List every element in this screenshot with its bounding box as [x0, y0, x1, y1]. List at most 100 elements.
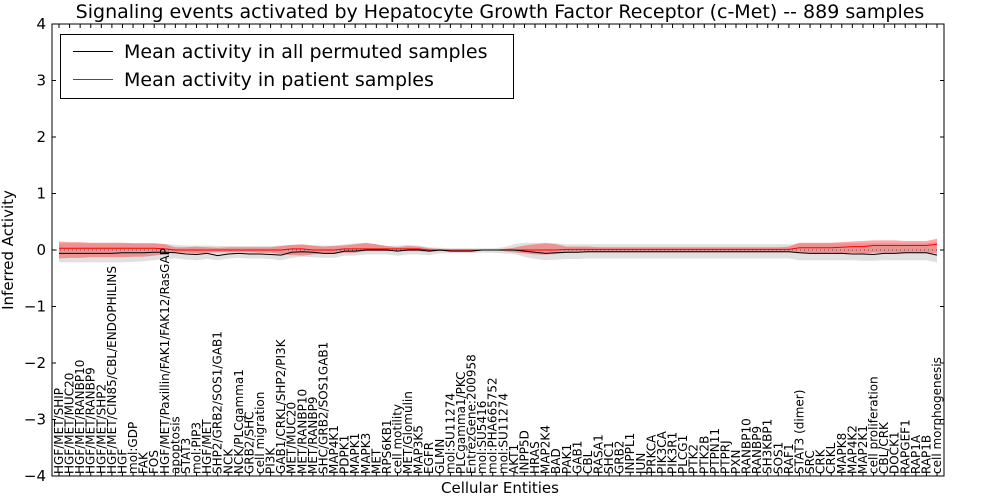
y-tick-label: −1 [24, 298, 46, 316]
x-tick-label: MAP4K1 [327, 425, 341, 474]
x-tick-label: HGF [116, 449, 130, 474]
legend-swatch-patient [73, 79, 113, 80]
y-tick-label: 4 [36, 15, 46, 33]
x-tick-label: MET/RANBP9 [306, 397, 320, 474]
x-tick-label: MET [369, 448, 383, 474]
x-tick-label: cell migration [253, 392, 267, 474]
x-tick-label: STAT3 (dimer) [793, 390, 807, 474]
x-tick-label: mol:GDP [126, 422, 140, 474]
x-tick-label: MAPK1 [348, 433, 362, 474]
x-tick-label: HGF/MET/SHIP [52, 388, 66, 474]
x-tick-label: GRB2 [613, 440, 627, 474]
legend-label-permuted: Mean activity in all permuted samples [124, 41, 488, 63]
x-tick-label: HRAS [528, 441, 542, 474]
x-tick-label: GAB1/CRKL/SHP2/PI3K [274, 338, 288, 474]
x-tick-label: cell motility [391, 404, 405, 474]
x-tick-label: PRKCA [644, 434, 658, 474]
x-tick-label: JUN [634, 453, 648, 475]
x-tick-label: RPS6KB1 [380, 419, 394, 474]
legend-entry-patient: Mean activity in patient samples [61, 67, 513, 93]
x-tick-label: SHC/GRB2/SOS1GAB1 [317, 342, 331, 474]
x-tick-label: RANBP9 [750, 426, 764, 474]
x-tick-label: SHC1 [602, 441, 616, 474]
x-tick-label: PTPRJ [718, 440, 732, 474]
y-tick-label: 0 [36, 241, 46, 259]
x-tick-label: EntrezGene:200958 [465, 354, 479, 474]
x-tick-label: MET/Glomulin [401, 391, 415, 474]
legend-entry-permuted: Mean activity in all permuted samples [61, 39, 513, 65]
y-tick-label: 2 [36, 128, 46, 146]
x-tick-label: cell proliferation [867, 376, 881, 474]
x-tick-label: SOS1 [771, 442, 785, 474]
x-tick-label: DOCK1 [888, 431, 902, 474]
x-tick-label: SHP2/GRB2/SOS1/GAB1 [211, 331, 225, 474]
x-tick-label: PDPK1 [338, 435, 352, 474]
x-tick-label: PLCG1 [676, 435, 690, 474]
chart-title: Signaling events activated by Hepatocyte… [75, 1, 925, 23]
permuted-mean-line [59, 249, 938, 257]
x-tick-label: INPPL1 [623, 433, 637, 474]
x-tick-label: RAP1A [909, 434, 923, 474]
x-tick-label: MAPK8 [835, 433, 849, 474]
x-tick-label: RANBP10 [740, 418, 754, 474]
x-tick-label: NCK [221, 448, 235, 474]
x-tick-label: HGF/MET/RANBP9 [84, 367, 98, 474]
x-tick-label: PTK2 [687, 444, 701, 474]
y-tick-label: −3 [24, 411, 46, 429]
x-tick-label: PAK1 [560, 444, 574, 474]
legend-swatch-permuted [73, 51, 113, 52]
x-tick-label: AKT1 [507, 444, 521, 474]
y-tick-label: 1 [36, 185, 46, 203]
x-tick-label: INPP5D [517, 430, 531, 474]
x-tick-label: mol:SU11274 [443, 393, 457, 474]
x-tick-label: STAT3 [179, 438, 193, 474]
patient-band [59, 238, 937, 259]
x-tick-label: CBL/CRK [877, 421, 891, 474]
x-tick-label: GRB2/SHC [242, 411, 256, 474]
x-axis-label: Cellular Entities [441, 479, 559, 497]
x-tick-label: FAK [137, 451, 151, 474]
x-tick-label: HGF/MET [200, 419, 214, 474]
x-tick-label: RAF1 [782, 443, 796, 474]
x-tick-label: mol:SU5416 [475, 401, 489, 474]
y-axis-label: Inferred Activity [0, 190, 17, 310]
x-tick-label: mol:PIP3 [190, 422, 204, 474]
x-tick-label: HGF/MET/RANBP10 [73, 360, 87, 474]
x-tick-label: CBL [581, 450, 595, 474]
x-tick-label: MAPK3 [359, 433, 373, 474]
x-tick-label: apoptosis [168, 416, 182, 474]
x-tick-label: SH3KBP1 [761, 419, 775, 474]
x-tick-label: RAP1B [919, 435, 933, 474]
x-tick-label: HGF/MET/CIN85/CBL/ENDOPHILINS [105, 266, 119, 474]
x-tick-label: RAPGEF1 [898, 419, 912, 474]
x-tick-label: PIK3R1 [666, 432, 680, 474]
x-tick-label: NCK/PLCgamma1 [232, 369, 246, 474]
x-tick-label: PXN [729, 450, 743, 474]
x-tick-label: cell morphogenesis [930, 357, 944, 474]
y-tick-label: −2 [24, 354, 46, 372]
x-tick-label: EGFR [422, 442, 436, 474]
y-tick-label: 3 [36, 72, 46, 90]
x-tick-label: MET/RANBP10 [295, 389, 309, 474]
x-tick-label: PTK2B [697, 436, 711, 474]
x-tick-label: GAB1 [570, 441, 584, 474]
x-tick-label: MAP2K4 [539, 425, 553, 474]
legend-label-patient: Mean activity in patient samples [124, 69, 434, 91]
x-tick-label: PLCgamma1/PKC [454, 371, 468, 474]
x-tick-label: PTPN11 [708, 428, 722, 474]
x-tick-label: mol:PHA665752 [486, 377, 500, 474]
x-tick-label: HGF/MET/Paxillin/FAK1/FAK12/RasGAP [158, 248, 172, 474]
x-tick-label: mol:SU11274 [496, 393, 510, 474]
x-tick-label: HGF/MET/MUC20 [63, 373, 77, 474]
y-tick-label: −4 [24, 467, 46, 485]
x-tick-label: RASA1 [592, 434, 606, 474]
x-tick-label: CRK [814, 448, 828, 474]
x-tick-label: GLMN [433, 439, 447, 474]
legend: Mean activity in all permuted samples Me… [60, 34, 514, 99]
x-tick-label: FOS [147, 450, 161, 474]
x-tick-label: MET/MUC20 [285, 402, 299, 474]
x-tick-label: PI3K [264, 447, 278, 474]
x-tick-label: PIK3CA [655, 430, 669, 474]
x-tick-label: MAP2K1 [856, 425, 870, 474]
